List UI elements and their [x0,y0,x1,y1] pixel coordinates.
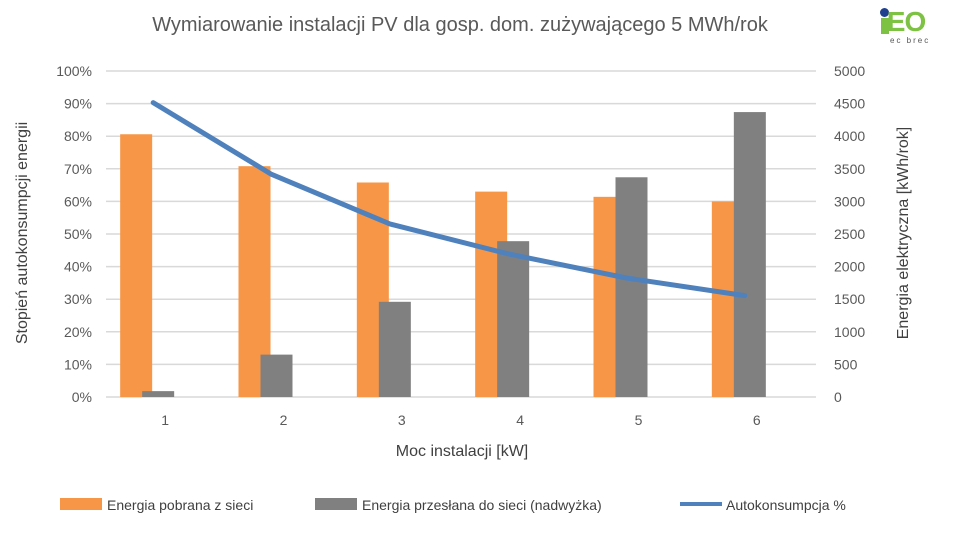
y-right-tick-label: 3500 [834,161,865,177]
bar-energia-przeslana [260,354,293,397]
x-tick-label: 4 [516,412,524,428]
legend-swatch-przeslana [315,498,357,510]
x-tick-label: 3 [398,412,406,428]
y-left-tick-label: 20% [64,324,92,340]
chart-title: Wymiarowanie instalacji PV dla gosp. dom… [152,14,769,36]
y-right-tick-label: 5000 [834,63,865,79]
bar-energia-przeslana [733,112,766,398]
y-left-tick-label: 70% [64,161,92,177]
y-right-tick-label: 3000 [834,193,865,209]
y-left-tick-label: 40% [64,259,92,275]
bar-energia-przeslana [615,177,648,397]
y-left-tick-label: 100% [56,63,92,79]
x-tick-label: 1 [161,412,169,428]
x-tick-label: 2 [280,412,288,428]
y-right-tick-label: 2500 [834,226,865,242]
legend-label-pobrana: Energia pobrana z sieci [107,497,253,513]
y-left-tick-label: 90% [64,96,92,112]
y-right-tick-label: 1500 [834,291,865,307]
y-left-tick-label: 60% [64,193,92,209]
y-left-tick-label: 10% [64,356,92,372]
bar-energia-przeslana [378,301,411,397]
legend-swatch-pobrana [60,498,102,510]
x-tick-label: 6 [753,412,761,428]
ieo-logo: EO ec brec [880,6,931,45]
y-left-tick-label: 0% [72,389,92,405]
bar-energia-pobrana [120,134,153,397]
y-right-tick-label: 500 [834,356,858,372]
y-left-tick-label: 50% [64,226,92,242]
y-right-tick-label: 1000 [834,324,865,340]
line-autokonsumpcja [150,100,748,299]
x-tick-label: 5 [635,412,643,428]
legend-label-przeslana: Energia przesłana do sieci (nadwyżka) [362,497,602,513]
y-right-tick-label: 4000 [834,128,865,144]
y-right-tick-label: 2000 [834,259,865,275]
y-left-tick-label: 30% [64,291,92,307]
y-right-tick-label: 0 [834,389,842,405]
bar-energia-przeslana [142,391,175,397]
x-axis-label: Moc instalacji [kW] [396,443,528,460]
bar-energia-przeslana [497,241,530,397]
legend: Energia pobrana z sieci Energia przesłan… [60,497,846,513]
y-left-tick-label: 80% [64,128,92,144]
y-axis-left-label: Stopień autokonsumpcji energii [14,122,31,344]
y-right-tick-label: 4500 [834,96,865,112]
y-axis-right-label: Energia elektryczna [kWh/rok] [895,127,912,340]
legend-label-autokonsumpcja: Autokonsumpcja % [726,497,846,513]
